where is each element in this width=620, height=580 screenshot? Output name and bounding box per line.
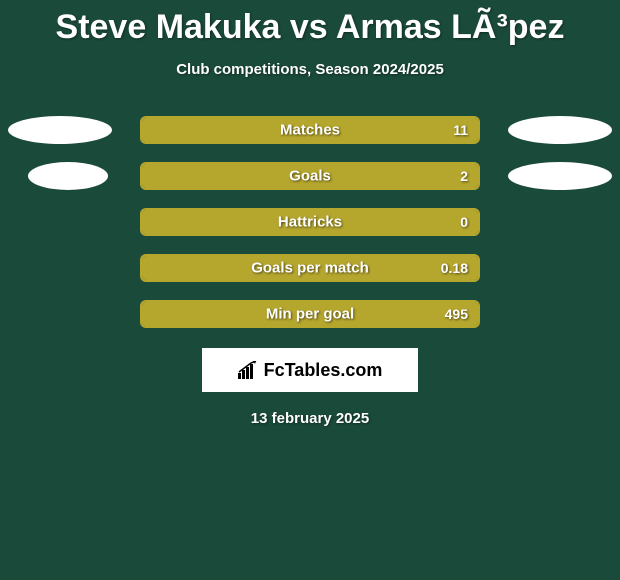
left-marker bbox=[8, 116, 112, 144]
logo-box: FcTables.com bbox=[202, 348, 418, 392]
right-marker bbox=[508, 162, 612, 190]
stat-row: Hattricks 0 bbox=[0, 208, 620, 236]
stat-label: Min per goal bbox=[266, 306, 354, 323]
left-marker bbox=[28, 162, 108, 190]
subtitle: Club competitions, Season 2024/2025 bbox=[0, 61, 620, 78]
stat-bar: Min per goal 495 bbox=[140, 300, 480, 328]
stats-area: Matches 11 Goals 2 Hattricks 0 Goals per match… bbox=[0, 116, 620, 328]
stat-value: 0.18 bbox=[441, 260, 468, 276]
stat-label: Goals bbox=[289, 168, 331, 185]
stat-value: 11 bbox=[453, 122, 468, 138]
stat-value: 0 bbox=[460, 214, 468, 230]
stat-label: Goals per match bbox=[251, 260, 369, 277]
stat-row: Goals 2 bbox=[0, 162, 620, 190]
right-marker bbox=[508, 116, 612, 144]
stat-bar: Goals per match 0.18 bbox=[140, 254, 480, 282]
stat-label: Matches bbox=[280, 122, 340, 139]
stat-bar: Matches 11 bbox=[140, 116, 480, 144]
stat-row: Min per goal 495 bbox=[0, 300, 620, 328]
page-title: Steve Makuka vs Armas LÃ³pez bbox=[0, 0, 620, 47]
stat-bar: Hattricks 0 bbox=[140, 208, 480, 236]
stat-value: 495 bbox=[445, 306, 468, 322]
date-line: 13 february 2025 bbox=[0, 410, 620, 427]
stat-label: Hattricks bbox=[278, 214, 342, 231]
logo: FcTables.com bbox=[238, 360, 383, 381]
logo-text: FcTables.com bbox=[264, 360, 383, 381]
chart-icon bbox=[238, 361, 260, 379]
stat-row: Matches 11 bbox=[0, 116, 620, 144]
stat-bar: Goals 2 bbox=[140, 162, 480, 190]
stat-value: 2 bbox=[460, 168, 468, 184]
stat-row: Goals per match 0.18 bbox=[0, 254, 620, 282]
